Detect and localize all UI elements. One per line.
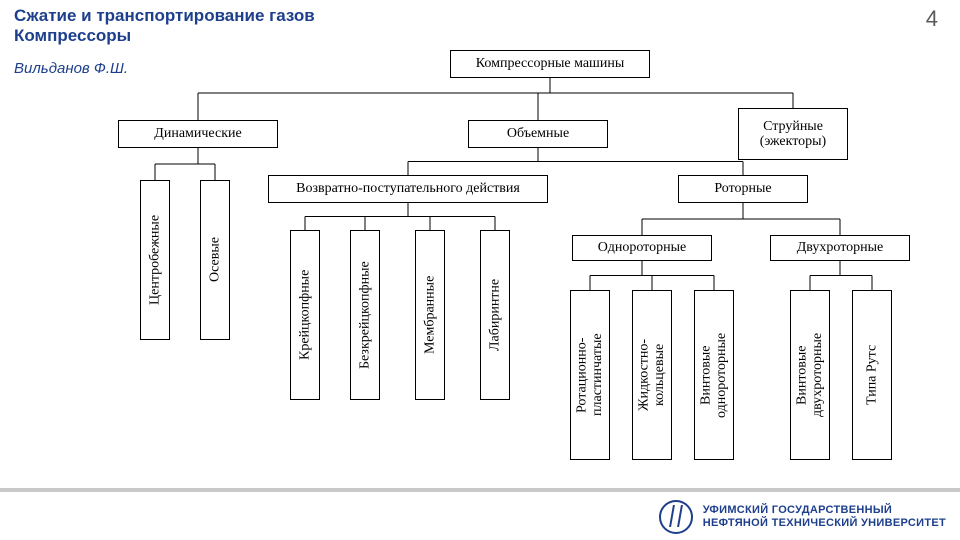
node-bezkreuz: Безкрейцкопфные xyxy=(350,230,380,400)
footer-line2: НЕФТЯНОЙ ТЕХНИЧЕСКИЙ УНИВЕРСИТЕТ xyxy=(703,517,946,529)
title-line2: Компрессоры xyxy=(14,26,131,45)
node-single: Однороторные xyxy=(572,235,712,261)
node-dyn: Динамические xyxy=(118,120,278,148)
node-labyr: Лабиринтне xyxy=(480,230,510,400)
node-centr: Центробежные xyxy=(140,180,170,340)
node-rotor: Роторные xyxy=(678,175,808,203)
title-line1: Сжатие и транспортирование газов xyxy=(14,6,315,25)
node-jet: Струйные (эжекторы) xyxy=(738,108,848,160)
page-number: 4 xyxy=(926,6,938,32)
footer: УФИМСКИЙ ГОСУДАРСТВЕННЫЙ НЕФТЯНОЙ ТЕХНИЧ… xyxy=(659,500,946,534)
node-rotpl: Ротационно-пластинчатые xyxy=(570,290,610,460)
node-axial: Осевые xyxy=(200,180,230,340)
author: Вильданов Ф.Ш. xyxy=(14,60,128,77)
node-root: Компрессорные машины xyxy=(450,50,650,78)
node-dual: Двухроторные xyxy=(770,235,910,261)
footer-rule xyxy=(0,488,960,492)
footer-line1: УФИМСКИЙ ГОСУДАРСТВЕННЫЙ xyxy=(703,504,892,516)
node-screw1: Винтовыеоднороторные xyxy=(694,290,734,460)
node-membr: Мембранные xyxy=(415,230,445,400)
node-screw2: Винтовыедвухроторные xyxy=(790,290,830,460)
page-title: Сжатие и транспортирование газов Компрес… xyxy=(14,6,315,45)
university-logo-icon xyxy=(659,500,693,534)
node-recip: Возвратно-поступательного действия xyxy=(268,175,548,203)
node-liqring: Жидкостно-кольцевые xyxy=(632,290,672,460)
node-kreuz: Крейцкопфные xyxy=(290,230,320,400)
node-roots: Типа Рутс xyxy=(852,290,892,460)
footer-text: УФИМСКИЙ ГОСУДАРСТВЕННЫЙ НЕФТЯНОЙ ТЕХНИЧ… xyxy=(703,504,946,529)
node-vol: Объемные xyxy=(468,120,608,148)
